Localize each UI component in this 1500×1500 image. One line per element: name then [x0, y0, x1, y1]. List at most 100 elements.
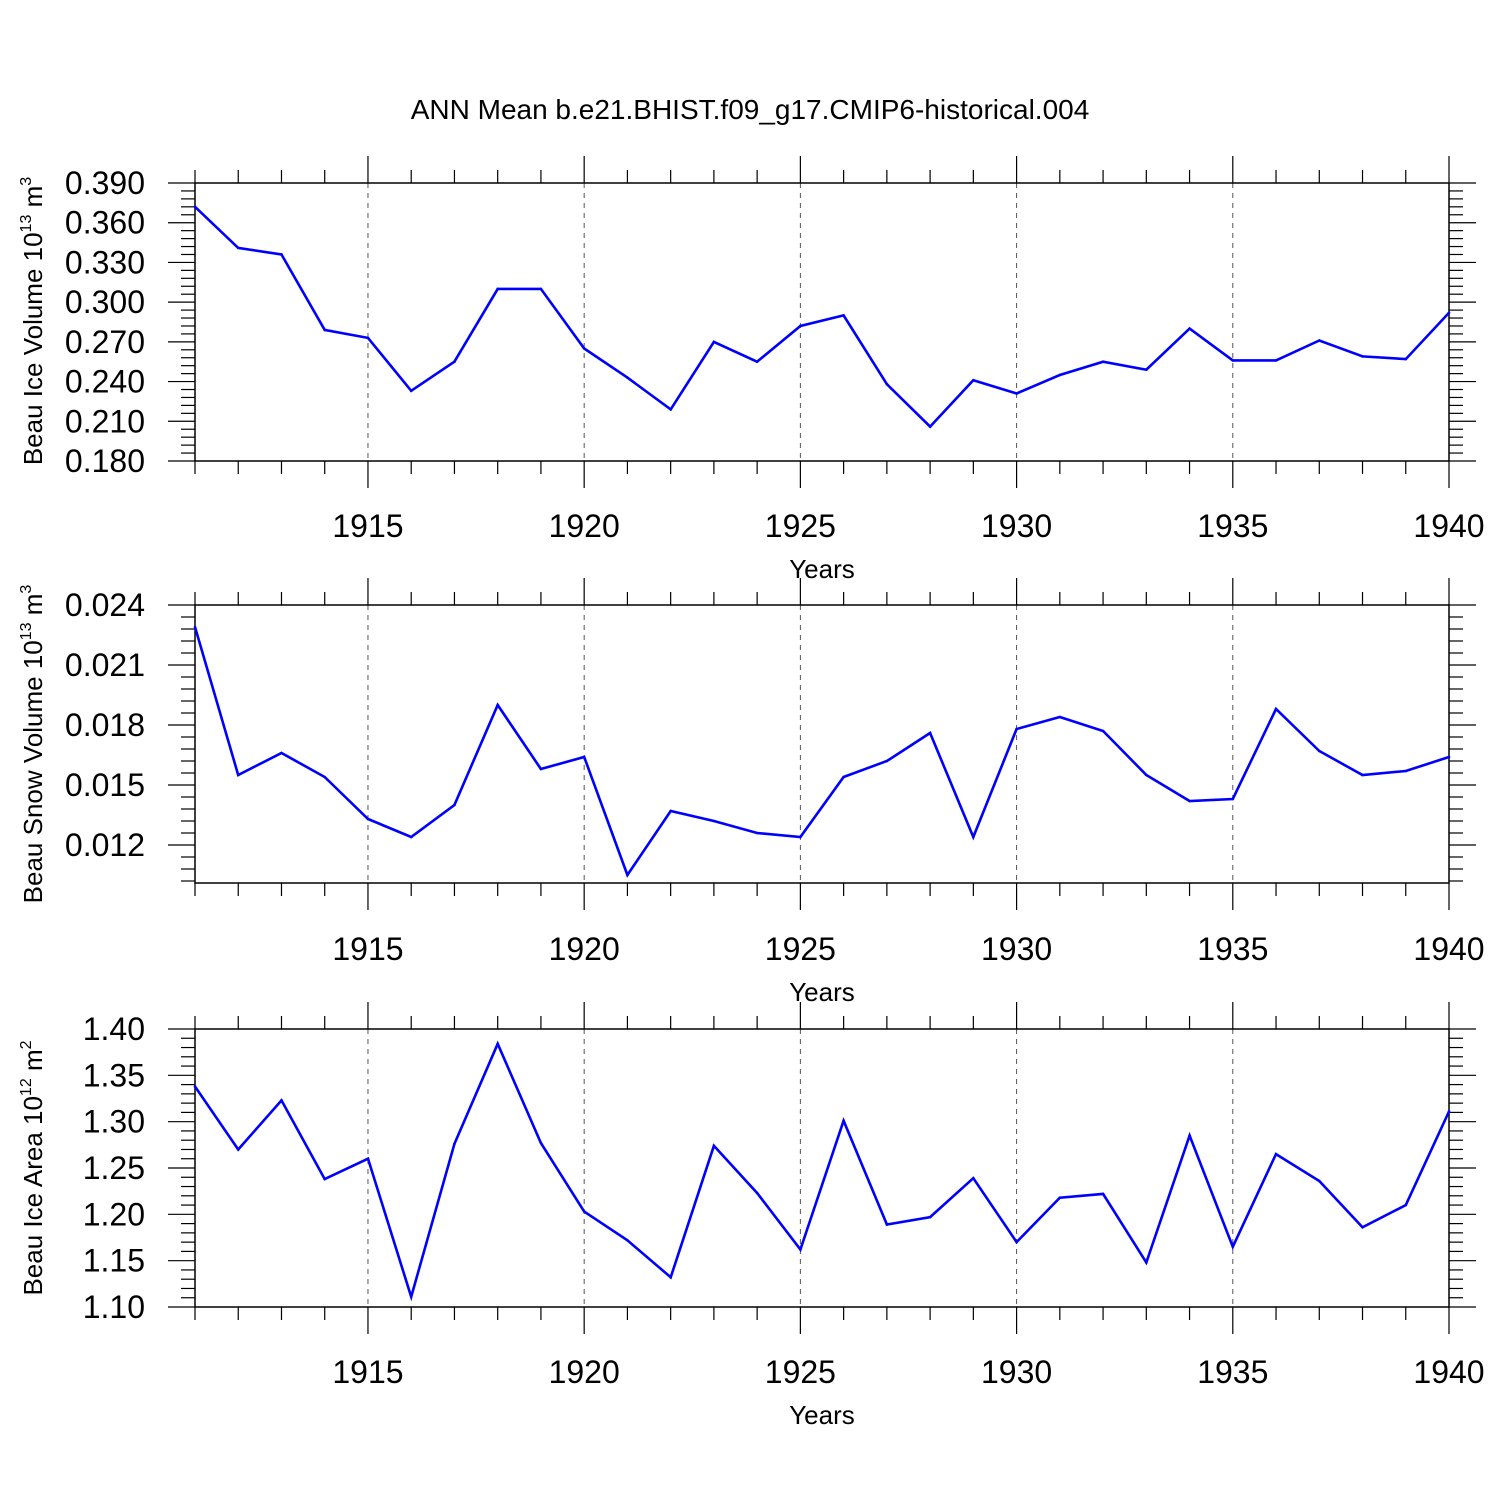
y-tick-label: 1.10 [83, 1289, 145, 1325]
data-point [1188, 1134, 1191, 1137]
data-point [1361, 355, 1364, 358]
x-tick-label: 1925 [765, 508, 836, 544]
data-point [1231, 797, 1235, 801]
y-axis-label-superscript: 13 [18, 215, 35, 233]
y-axis-label: Beau Ice Volume 1013 m3 [18, 177, 48, 465]
data-point [582, 755, 586, 759]
data-point [799, 835, 802, 839]
data-point [453, 1142, 456, 1146]
x-axis-label: Years [789, 977, 855, 1007]
data-point [323, 328, 327, 332]
data-point [755, 360, 759, 364]
data-point [539, 767, 543, 771]
data-point [1015, 727, 1018, 731]
data-point [1231, 359, 1235, 362]
data-point [366, 1157, 370, 1161]
data-point [1404, 357, 1408, 361]
x-tick-label: 1920 [549, 1354, 620, 1390]
data-point [669, 809, 672, 813]
x-tick-label: 1915 [332, 508, 403, 544]
data-point [496, 703, 499, 707]
y-tick-label: 0.012 [65, 827, 145, 863]
data-point [928, 425, 932, 428]
data-point [1361, 1226, 1364, 1229]
y-axis-label-superscript: 2 [18, 1040, 35, 1049]
y-tick-label: 1.20 [83, 1196, 145, 1232]
x-tick-label: 1940 [1413, 1354, 1484, 1390]
y-tick-label: 0.024 [65, 587, 145, 623]
data-point [885, 759, 889, 763]
y-axis-label: Beau Snow Volume 1013 m3 [18, 585, 48, 904]
data-point [1361, 773, 1364, 777]
data-point [712, 1144, 716, 1148]
data-point [1274, 707, 1278, 711]
data-point [193, 1085, 197, 1088]
data-point [236, 1148, 240, 1151]
data-point [453, 803, 456, 807]
y-tick-label: 0.330 [65, 244, 145, 280]
data-point [366, 336, 370, 340]
x-tick-label: 1930 [981, 931, 1052, 967]
x-tick-label: 1920 [549, 931, 620, 967]
x-axis-label: Years [789, 554, 855, 584]
x-tick-label: 1925 [765, 1354, 836, 1390]
data-point [972, 835, 975, 839]
data-point [1145, 368, 1148, 371]
x-axis-label: Years [789, 1400, 855, 1430]
data-series-line [193, 1040, 1451, 1302]
data-point [193, 205, 197, 209]
x-tick-label: 1915 [332, 931, 403, 967]
data-point [928, 731, 932, 735]
x-tick-label: 1935 [1197, 508, 1268, 544]
y-tick-label: 0.210 [65, 403, 145, 439]
data-point [972, 378, 975, 382]
data-point [280, 751, 283, 755]
data-point [712, 819, 716, 823]
data-point [1015, 1240, 1018, 1244]
y-axis-label-part: m [18, 1049, 48, 1078]
data-point [280, 1099, 283, 1102]
data-point [1101, 360, 1105, 364]
y-tick-label: 0.180 [65, 443, 145, 479]
data-point [236, 773, 240, 777]
data-point [1188, 799, 1191, 803]
y-tick-label: 1.30 [83, 1104, 145, 1140]
data-point [1058, 373, 1062, 377]
data-point [193, 625, 197, 629]
data-point [1447, 311, 1451, 315]
plot-frame [194, 182, 1450, 462]
data-point [1274, 1152, 1278, 1156]
x-tick-label: 1940 [1413, 931, 1484, 967]
data-point [323, 1177, 327, 1181]
y-axis-label-part: Beau Ice Volume 10 [18, 232, 48, 465]
data-point [626, 376, 629, 379]
data-point [799, 1248, 802, 1251]
y-tick-label: 0.240 [65, 364, 145, 400]
data-point [582, 347, 586, 350]
x-tick-label: 1935 [1197, 931, 1268, 967]
data-point [1274, 359, 1278, 362]
data-point [496, 1042, 499, 1046]
data-point [409, 835, 413, 839]
y-axis-label-superscript: 12 [18, 1078, 35, 1096]
data-point [1404, 769, 1408, 773]
y-tick-label: 0.270 [65, 324, 145, 360]
data-point [1317, 749, 1321, 753]
y-tick-label: 0.018 [65, 707, 145, 743]
data-point [323, 775, 327, 779]
y-tick-label: 1.25 [83, 1150, 145, 1186]
x-tick-label: 1930 [981, 508, 1052, 544]
x-tick-label: 1935 [1197, 1354, 1268, 1390]
plot-frame [194, 604, 1450, 884]
data-point [712, 340, 716, 344]
y-tick-label: 0.021 [65, 647, 145, 683]
y-tick-label: 1.15 [83, 1243, 145, 1279]
figure-title: ANN Mean b.e21.BHIST.f09_g17.CMIP6-histo… [411, 94, 1090, 125]
data-point [1317, 339, 1321, 342]
y-axis-label-part: m [18, 186, 48, 215]
data-point [842, 1119, 845, 1123]
data-point [453, 360, 456, 364]
y-tick-label: 0.390 [65, 165, 145, 201]
data-point [885, 1223, 889, 1226]
data-point [626, 873, 629, 877]
